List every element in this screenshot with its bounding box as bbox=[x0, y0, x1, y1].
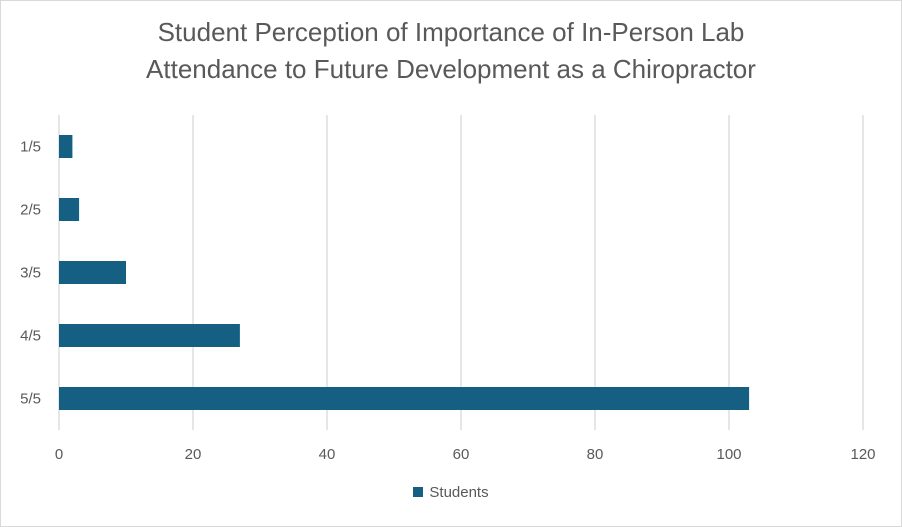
chart-legend: Students bbox=[0, 484, 902, 501]
x-tick-label-120: 120 bbox=[850, 446, 875, 463]
chart-title-line-1: Student Perception of Importance of In-P… bbox=[157, 17, 745, 47]
y-tick-label-1-of-5: 1/5 bbox=[20, 139, 41, 156]
chart-title-line-2: Attendance to Future Development as a Ch… bbox=[146, 54, 756, 84]
x-tick-label-80: 80 bbox=[587, 446, 604, 463]
y-tick-label-5-of-5: 5/5 bbox=[20, 391, 41, 408]
legend-swatch-students bbox=[413, 487, 424, 497]
bar-3-of-5 bbox=[59, 261, 126, 284]
chart-title: Student Perception of Importance of In-P… bbox=[0, 14, 902, 88]
y-tick-label-4-of-5: 4/5 bbox=[20, 328, 41, 345]
bar-2-of-5 bbox=[59, 198, 80, 221]
y-tick-label-3-of-5: 3/5 bbox=[20, 265, 41, 282]
x-tick-label-40: 40 bbox=[319, 446, 336, 463]
bar-5-of-5 bbox=[59, 387, 750, 410]
x-tick-label-0: 0 bbox=[55, 446, 63, 463]
x-tick-label-60: 60 bbox=[453, 446, 470, 463]
x-tick-label-20: 20 bbox=[185, 446, 202, 463]
bar-4-of-5 bbox=[59, 324, 240, 347]
y-tick-label-2-of-5: 2/5 bbox=[20, 202, 41, 219]
legend-label-students: Students bbox=[429, 484, 489, 501]
x-tick-label-100: 100 bbox=[716, 446, 741, 463]
bar-1-of-5 bbox=[59, 135, 73, 158]
